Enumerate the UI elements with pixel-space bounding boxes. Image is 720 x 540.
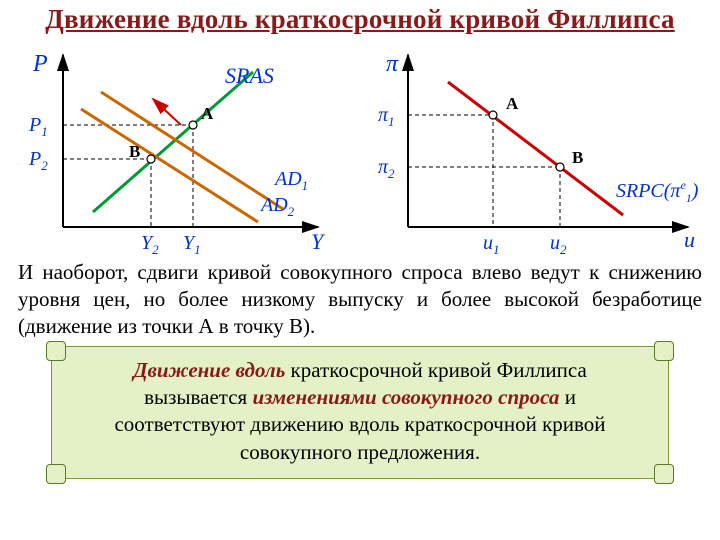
scroll-corner-icon: [46, 341, 66, 361]
svg-text:AD2: AD2: [259, 194, 295, 219]
svg-text:π2: π2: [378, 156, 395, 181]
svg-text:π1: π1: [378, 104, 395, 129]
page-title: Движение вдоль краткосрочной кривой Филл…: [0, 0, 720, 35]
svg-text:Y: Y: [311, 229, 326, 254]
svg-text:B: B: [129, 142, 140, 161]
callout-emphasis-2: изменениями совокупного спроса: [252, 385, 559, 409]
svg-text:P2: P2: [28, 148, 48, 173]
svg-text:u: u: [684, 227, 695, 252]
explanation-paragraph: И наоборот, сдвиги кривой совокупного сп…: [0, 257, 720, 340]
scroll-corner-icon: [654, 464, 674, 484]
scroll-corner-icon: [46, 464, 66, 484]
svg-text:Y1: Y1: [183, 232, 201, 257]
svg-text:P: P: [32, 51, 48, 77]
svg-text:P1: P1: [28, 114, 48, 139]
svg-text:π: π: [386, 51, 399, 77]
callout-emphasis-1: Движение вдоль: [133, 358, 285, 382]
svg-text:u1: u1: [483, 232, 500, 257]
svg-text:Y2: Y2: [141, 232, 159, 257]
svg-text:SRPC(πe1): SRPC(πe1): [616, 178, 699, 205]
svg-text:u2: u2: [550, 232, 567, 257]
scroll-corner-icon: [654, 341, 674, 361]
svg-text:B: B: [572, 148, 583, 167]
asad-chart: A B P Y P1 P2 Y2 Y1 SRAS AD1AD2: [13, 37, 343, 257]
svg-text:AD1: AD1: [273, 168, 308, 193]
svg-text:A: A: [506, 94, 519, 113]
svg-text:A: A: [201, 104, 214, 123]
phillips-chart: A Bπ u π1 π2 u1 u2 SRPC(πe1): [368, 37, 708, 257]
charts-row: A B P Y P1 P2 Y2 Y1 SRAS AD1AD2 A Bπ u π1 π2 u1 u2 SRPC(…: [0, 37, 720, 257]
highlight-callout: Движение вдоль краткосрочной кривой Филл…: [51, 346, 669, 479]
svg-text:SRAS: SRAS: [225, 63, 274, 88]
